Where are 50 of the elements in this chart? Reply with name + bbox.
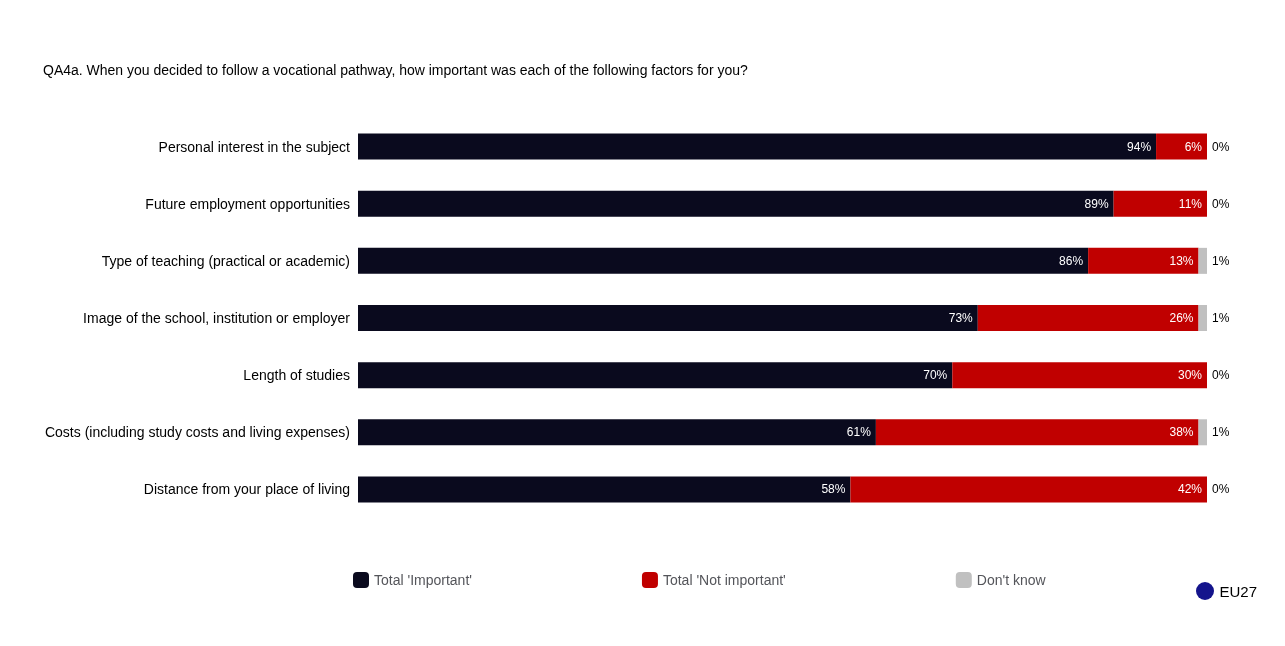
bar [850,476,1207,503]
legend-label: Total 'Important' [374,572,472,588]
data-label: 0% [1212,482,1230,497]
data-label: 1% [1212,425,1230,440]
bar [358,419,876,446]
bar [1198,247,1207,274]
data-label: 58% [821,482,846,497]
data-label: 89% [1084,196,1109,211]
bar [358,362,953,389]
data-label: 26% [1169,311,1194,325]
data-label: 38% [1169,425,1194,440]
data-label: 11% [1178,196,1203,211]
data-label: 61% [846,425,872,440]
y-tick-label: Future employment opportunities [145,195,350,212]
data-label: 1% [1212,253,1230,268]
bar [1198,305,1207,331]
legend-label: Total 'Not important' [662,572,786,588]
data-label: 73% [948,311,974,325]
bar [977,305,1199,331]
y-tick-label: Length of studies [243,367,350,384]
text: EU27 [1219,582,1257,600]
data-label: 1% [1212,311,1230,325]
bar [358,247,1089,274]
data-label: 0% [1212,368,1230,383]
data-label: 94% [1127,139,1152,154]
y-tick-label: Image of the school, institution or employer [83,310,351,326]
y-tick-label: Personal interest in the subject [158,138,351,155]
legend-label: Don't know [976,572,1047,588]
data-label: 0% [1212,139,1230,154]
bar [358,133,1157,160]
chart-title: QA4a. When you decided to follow a vocational pathway, how important was each of the following factors for you? [43,62,749,78]
data-label: 6% [1184,139,1203,154]
y-tick-label: Distance from your place of living [143,481,350,498]
bar [358,305,978,331]
bar [1113,190,1207,217]
bar [358,476,851,503]
data-label: 70% [923,368,948,383]
data-label: 86% [1059,253,1084,268]
bar [1198,419,1207,446]
bar [358,190,1114,217]
data-label: 30% [1177,368,1203,383]
data-label: 0% [1212,196,1230,211]
bar [875,419,1199,446]
y-tick-label: Type of teaching (practical or academic) [101,252,350,269]
bar [952,362,1207,389]
data-label: 13% [1169,253,1194,268]
bar [1156,133,1207,160]
bar [1088,247,1199,274]
y-tick-label: Costs (including study costs and living expenses) [44,424,350,441]
data-label: 42% [1177,482,1203,497]
